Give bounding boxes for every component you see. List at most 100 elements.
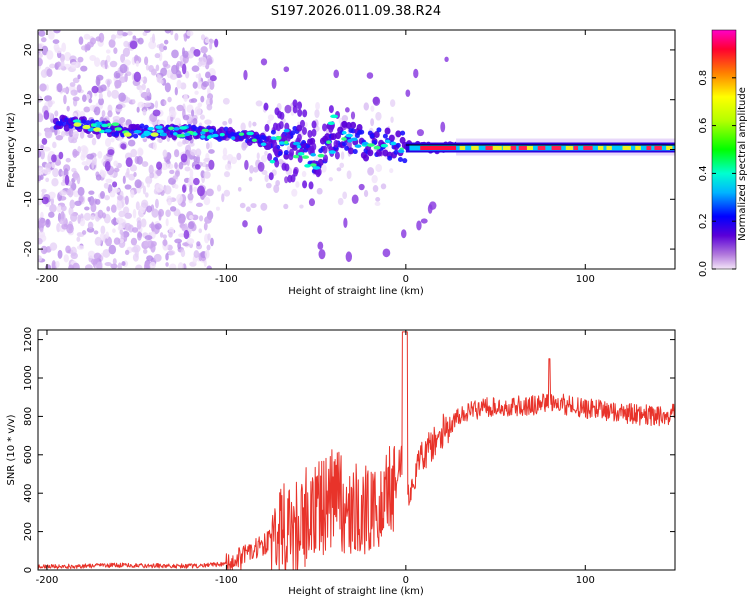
ridge-segment [267, 153, 273, 162]
spectrogram-speckle [370, 105, 375, 112]
spectrogram-speckle [60, 205, 67, 212]
spectrogram-speckle [70, 61, 78, 69]
spectrogram-speckle [143, 240, 151, 247]
ridge-segment [341, 141, 347, 147]
x-tick-label: 0 [403, 575, 409, 586]
spectrogram-speckle [222, 147, 228, 157]
ridge-segment [258, 138, 264, 144]
spectrogram-blob [333, 69, 340, 79]
ridge-segment [307, 129, 313, 138]
ridge-hotspot [156, 129, 164, 134]
spectrogram-speckle [193, 186, 198, 193]
ridge-hotspot [246, 131, 254, 136]
spectrogram-speckle [136, 231, 142, 241]
spectrogram-speckle [154, 223, 162, 230]
spectrogram-speckle [38, 200, 42, 206]
ridge-segment [288, 152, 294, 161]
spectrogram-speckle [301, 170, 307, 178]
spectrogram-speckle [171, 49, 179, 59]
spectrogram-speckle [209, 39, 215, 44]
ridge-segment [311, 120, 317, 129]
x-tick-label: -100 [215, 575, 238, 586]
ridge-segment [264, 123, 270, 132]
spectrogram-speckle [159, 232, 164, 238]
spectrogram-speckle [248, 176, 253, 182]
spectrogram-speckle [342, 191, 348, 200]
snr-frame [37, 329, 676, 571]
ridge-segment [335, 132, 342, 140]
spectrogram-speckle [264, 174, 269, 183]
ridge-segment [393, 149, 399, 155]
spectrogram-blob [120, 143, 127, 150]
spectrogram-speckle [260, 202, 268, 211]
spectrogram-speckle [389, 168, 394, 174]
spectrogram-blob [257, 225, 263, 235]
ridge-hotspot [82, 124, 91, 130]
spectrogram-speckle [236, 152, 242, 161]
spectrogram-speckle [106, 79, 111, 88]
spectrogram-speckle [49, 242, 58, 251]
spectrogram-blob [366, 72, 374, 79]
spectrogram-speckle [57, 249, 63, 259]
ridge-hotspot [350, 137, 358, 142]
ridge-segment [352, 149, 358, 155]
spectrogram-speckle [255, 100, 263, 107]
spectrogram-y-label: Frequency (Hz) [6, 112, 17, 188]
spectrogram-blob [193, 48, 201, 57]
ridge-hotspot [200, 131, 206, 135]
spectrogram-blob [317, 241, 324, 250]
spectrogram-speckle [174, 87, 178, 96]
spectrogram-speckle [142, 109, 147, 116]
ridge-hotspot [133, 129, 142, 134]
spectrogram-speckle [77, 186, 85, 196]
ridge-segment [400, 130, 406, 136]
spectrogram-speckle [209, 141, 213, 149]
spectrogram-speckle [146, 205, 153, 213]
spectrogram-speckle [82, 94, 87, 103]
spectrogram-speckle [168, 231, 173, 238]
spectrogram-speckle [144, 102, 152, 108]
ridge-core [573, 146, 579, 150]
spectrogram-speckle [177, 241, 182, 250]
spectrogram-speckle [108, 244, 117, 255]
ridge-hotspot [304, 164, 311, 168]
spectrogram-blob [416, 220, 422, 231]
spectrogram-speckle [163, 45, 168, 51]
ridge-segment [367, 149, 374, 157]
spectrogram-speckle [206, 188, 214, 197]
ridge-segment [350, 128, 356, 134]
spectrogram-speckle [68, 264, 74, 269]
spectrogram-speckle [49, 63, 56, 69]
spectrogram-speckle [240, 122, 246, 131]
spectrogram-speckle [135, 60, 139, 67]
spectrogram-speckle [156, 169, 162, 177]
ridge-hotspot [312, 166, 321, 170]
spectrogram-speckle [189, 184, 193, 195]
spectrogram-speckle [150, 240, 157, 247]
spectrogram-speckle [133, 171, 137, 178]
ridge-segment [292, 105, 298, 114]
ridge-segment [299, 119, 305, 128]
ridge-segment [284, 122, 290, 131]
spectrogram-speckle [175, 170, 180, 178]
ridge-hotspot [293, 154, 300, 159]
spectrogram-speckle [148, 164, 154, 175]
spectrogram-blob [214, 38, 219, 48]
spectrogram-blob [133, 71, 142, 83]
ridge-hotspot [366, 143, 375, 147]
x-tick-label: 100 [576, 575, 595, 586]
snr-y-ticks: 0 200 400 600 800 1000 1200 [23, 327, 675, 573]
spectrogram-speckle [206, 103, 213, 111]
spectrogram-blob [125, 157, 133, 168]
x-tick-label: -200 [36, 575, 59, 586]
spectrogram-speckle [210, 237, 214, 247]
spectrogram-speckle [206, 54, 212, 65]
spectrogram-speckle [79, 218, 86, 227]
spectrogram-speckle [200, 46, 208, 54]
spectrogram-speckle [97, 150, 103, 159]
ridge-hotspot [150, 132, 159, 137]
spectrogram-speckle [113, 47, 118, 54]
spectrogram-speckle [86, 153, 95, 160]
ridge-core [537, 146, 546, 150]
spectrogram-speckle [45, 264, 52, 269]
